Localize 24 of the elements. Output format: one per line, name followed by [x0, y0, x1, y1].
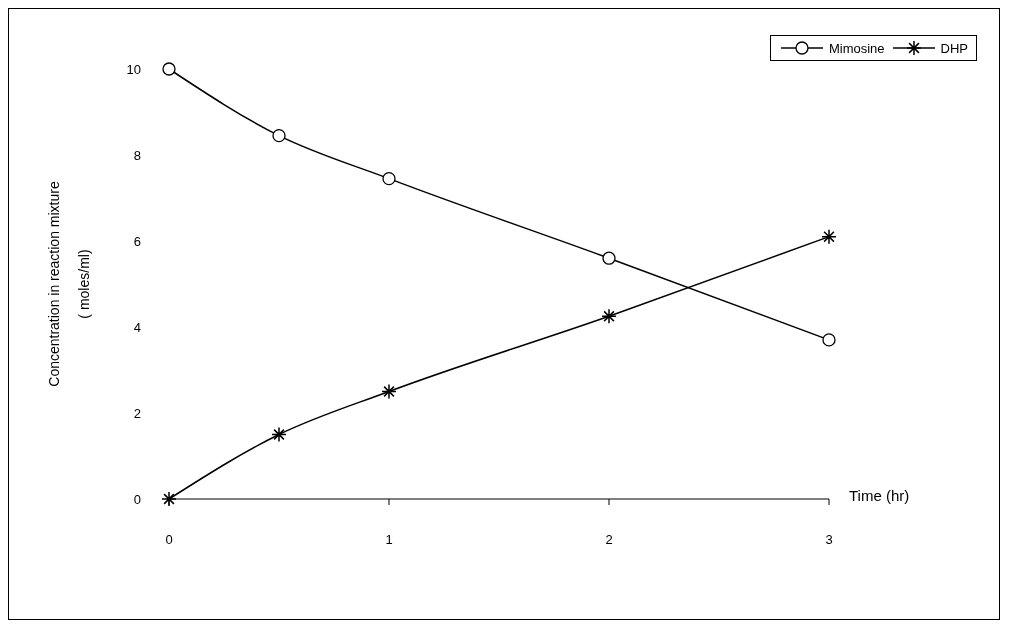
- x-tick-label: 0: [165, 532, 173, 548]
- y-tick-label: 0: [133, 491, 141, 507]
- x-axis-title: Time (hr): [849, 487, 910, 505]
- point: [381, 383, 397, 400]
- y-tick-label: 10: [126, 61, 141, 77]
- y-tick-label: 2: [133, 405, 141, 421]
- x-tick-label: 2: [605, 532, 613, 548]
- legend-label: DHP: [940, 40, 968, 56]
- y-axis-title: Concentration in reaction mixture ( moles/ml): [46, 181, 92, 387]
- point: [382, 172, 396, 186]
- y-tick-label: 4: [133, 319, 141, 335]
- y-tick-label: 6: [133, 233, 141, 249]
- point: [822, 333, 836, 347]
- point: [601, 308, 617, 324]
- point: [821, 228, 837, 245]
- point: [271, 426, 287, 443]
- point: [602, 251, 616, 265]
- x-tick-label: 3: [825, 532, 833, 548]
- point: [272, 129, 286, 143]
- y-tick-label: 8: [133, 147, 141, 163]
- legend-label: Mimosine: [828, 40, 885, 56]
- point: [162, 62, 176, 76]
- point: [161, 491, 177, 507]
- x-tick-label: 1: [385, 532, 393, 548]
